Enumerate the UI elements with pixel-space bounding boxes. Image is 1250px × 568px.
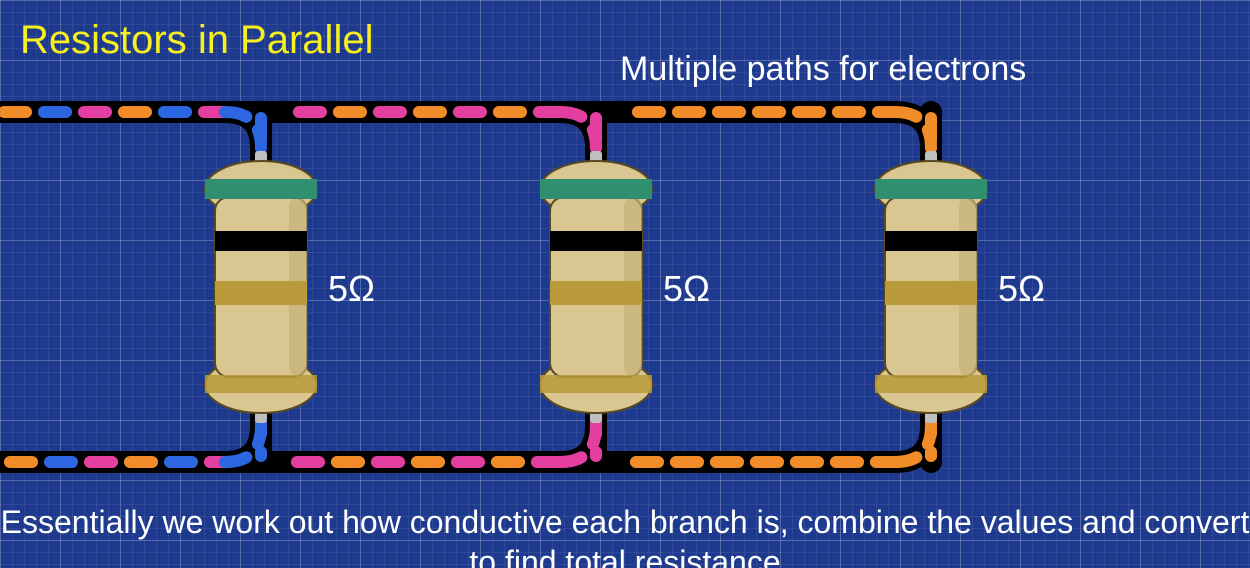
page-title: Resistors in Parallel [20,18,373,63]
resistor-label: 5Ω [328,268,375,310]
resistor [875,151,987,423]
subtitle: Multiple paths for electrons [620,50,1026,89]
resistor [205,151,317,423]
resistor [540,151,652,423]
resistor-label: 5Ω [663,268,710,310]
resistor-label: 5Ω [998,268,1045,310]
caption: Essentially we work out how conductive e… [0,502,1250,568]
